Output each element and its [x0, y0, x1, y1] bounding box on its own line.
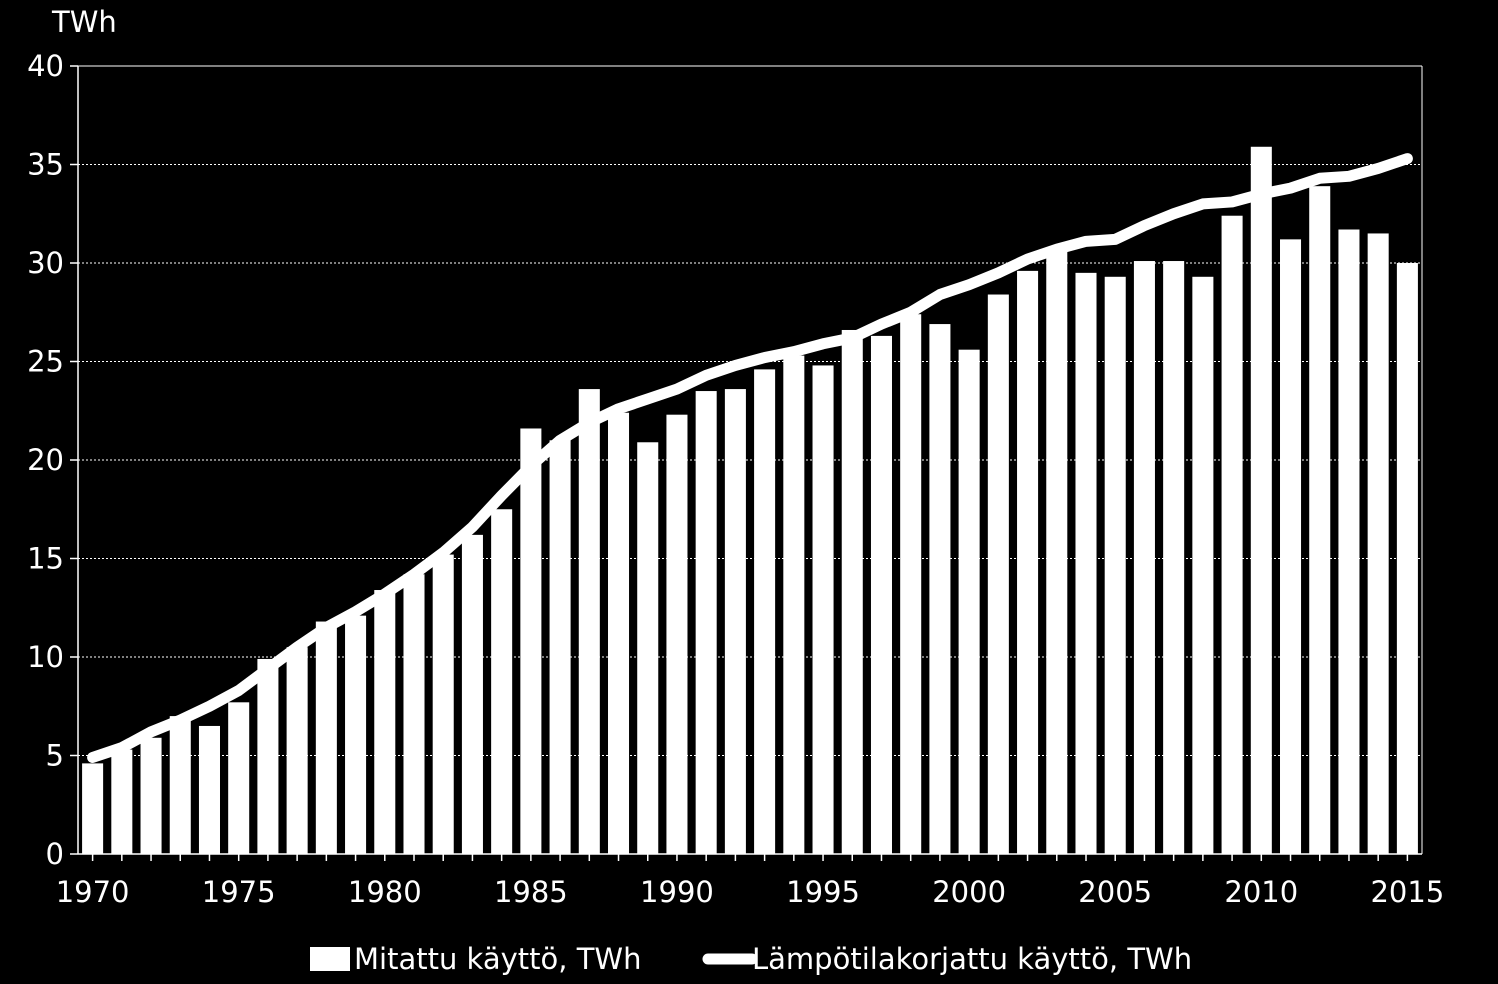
y-tick-label: 20 [27, 443, 64, 477]
bar [1104, 276, 1126, 854]
bar [1309, 186, 1331, 855]
line-series [87, 153, 1413, 763]
bar [549, 440, 571, 854]
bar [286, 647, 308, 854]
x-tick-label: 1975 [202, 875, 276, 909]
grid-lines [78, 65, 1422, 756]
bar [1250, 146, 1272, 854]
bar [228, 702, 250, 854]
legend-bar-label: Mitattu käyttö, TWh [354, 942, 641, 976]
legend-line-label: Lämpötilakorjattu käyttö, TWh [752, 942, 1192, 976]
tick-labels: 0 5 10 15 20 25 30 35 40 1970 1975 1980 1985 1990 1995… [27, 49, 1444, 909]
bar [1338, 229, 1360, 854]
x-tick-label: 2015 [1370, 875, 1444, 909]
y-tick-label: 25 [27, 345, 64, 379]
bar [1133, 261, 1155, 854]
bar [491, 509, 513, 854]
bar [724, 389, 746, 854]
bar [958, 349, 980, 854]
bar [695, 391, 717, 854]
bar [929, 324, 951, 854]
bar [1017, 270, 1039, 854]
legend-bar-swatch [310, 947, 350, 971]
y-tick-label: 40 [27, 49, 64, 83]
bar [1396, 263, 1418, 854]
x-tick-label: 1985 [494, 875, 568, 909]
bar [315, 621, 337, 854]
y-tick-label: 35 [27, 148, 64, 182]
bar [900, 314, 922, 855]
bar-series [82, 146, 1418, 855]
bar [257, 658, 279, 854]
bar [1192, 276, 1214, 854]
y-tick-label: 30 [27, 246, 64, 280]
bar [140, 737, 162, 854]
line-path [87, 153, 1413, 763]
bar [754, 369, 776, 854]
y-tick-label: 5 [46, 739, 64, 773]
bar [461, 534, 483, 854]
bar [169, 716, 191, 854]
bar [812, 365, 834, 854]
y-tick-label: 0 [46, 837, 64, 871]
bar [987, 294, 1009, 854]
bar [345, 615, 367, 854]
bar [608, 412, 630, 854]
bar [111, 749, 133, 854]
x-tick-label: 2010 [1224, 875, 1298, 909]
x-tick-label: 2000 [932, 875, 1006, 909]
legend: Mitattu käyttö, TWh Lämpötilakorjattu kä… [310, 942, 1192, 976]
bar [198, 725, 220, 854]
x-tick-label: 2005 [1078, 875, 1152, 909]
bar [666, 414, 688, 854]
bar [1280, 239, 1302, 855]
bar [637, 442, 659, 854]
bar [1075, 272, 1097, 855]
bar [1367, 233, 1389, 854]
bar [578, 389, 600, 854]
bar [841, 329, 863, 855]
x-tick-label: 1990 [640, 875, 714, 909]
bar [403, 574, 425, 854]
bar [1221, 215, 1243, 855]
x-tick-label: 1970 [56, 875, 130, 909]
bar [520, 428, 542, 854]
axes [70, 65, 1423, 861]
x-tick-label: 1995 [786, 875, 860, 909]
bar [82, 763, 104, 854]
bar [432, 554, 454, 854]
bar [870, 335, 892, 854]
bar [374, 590, 396, 854]
x-tick-label: 1980 [348, 875, 422, 909]
y-tick-label: 15 [27, 542, 64, 576]
y-unit-label: TWh [51, 5, 117, 39]
bar [783, 355, 805, 854]
y-tick-label: 10 [27, 640, 64, 674]
bar [1163, 261, 1185, 854]
bar [1046, 251, 1068, 854]
